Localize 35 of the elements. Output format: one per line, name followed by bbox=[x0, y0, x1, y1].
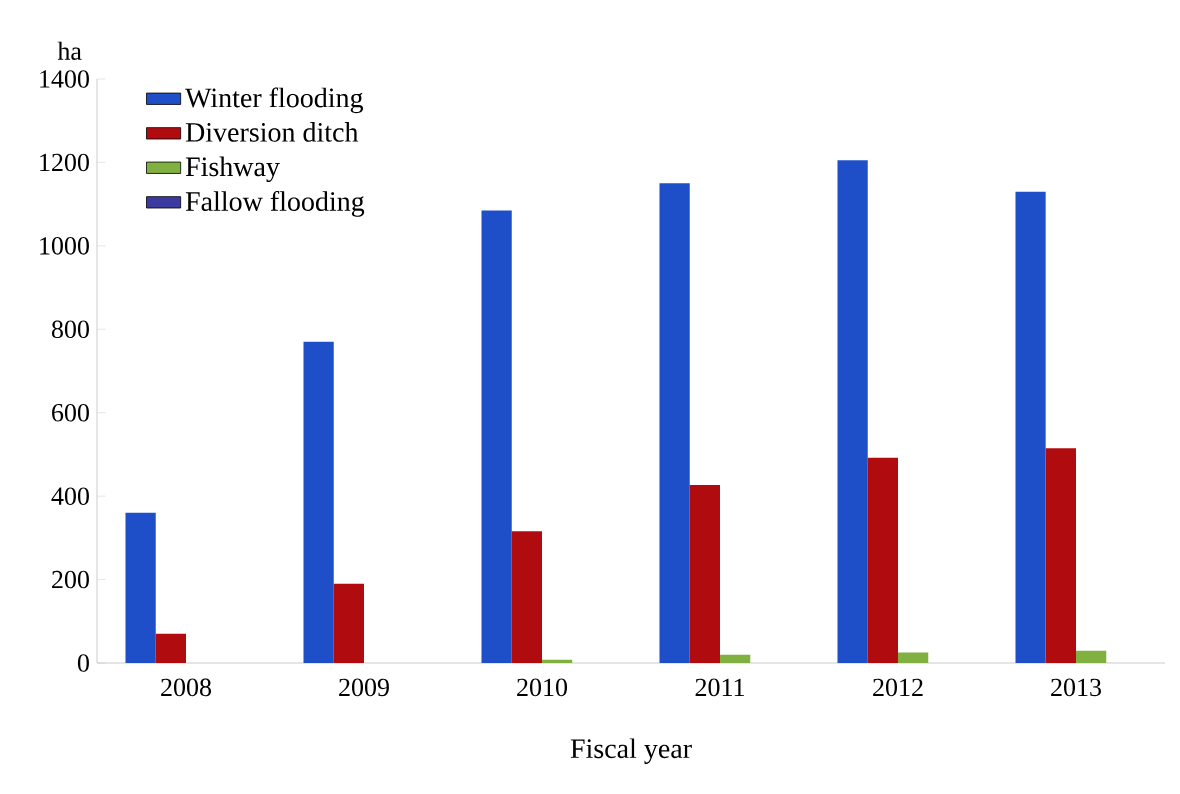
bar bbox=[898, 652, 929, 663]
bar bbox=[155, 633, 186, 663]
y-tick-label: 600 bbox=[52, 403, 89, 422]
legend-label: Fishway bbox=[185, 156, 280, 183]
bar bbox=[303, 341, 334, 663]
bar bbox=[689, 484, 720, 663]
y-tick-label: 1400 bbox=[40, 70, 89, 88]
y-tick-label: 1000 bbox=[40, 237, 89, 255]
bar bbox=[125, 512, 156, 663]
x-tick-label: 2012 bbox=[873, 678, 923, 697]
bar bbox=[659, 183, 690, 663]
y-tick-label: 800 bbox=[51, 320, 89, 339]
bar bbox=[511, 531, 543, 663]
bar bbox=[867, 457, 898, 663]
legend-label: Fallow flooding bbox=[185, 190, 365, 217]
x-axis-title: Fiscal year bbox=[570, 738, 692, 764]
y-tick-label: 1200 bbox=[40, 153, 89, 172]
bar bbox=[1076, 650, 1107, 663]
x-tick-label: 2009 bbox=[339, 678, 389, 697]
bar bbox=[481, 210, 512, 663]
bar bbox=[1045, 448, 1076, 663]
bar bbox=[837, 160, 868, 663]
legend-label: Diversion ditch bbox=[185, 122, 359, 142]
legend-label: Winter flooding bbox=[185, 87, 364, 114]
bar bbox=[1015, 191, 1046, 663]
y-tick-label: 200 bbox=[52, 570, 89, 589]
bar bbox=[720, 654, 751, 663]
x-tick-label: 2013 bbox=[1051, 678, 1101, 697]
y-axis-title: ha bbox=[57, 41, 82, 60]
x-tick-label: 2008 bbox=[161, 678, 212, 697]
x-tick-label: 2010 bbox=[517, 678, 568, 697]
y-tick-label: 0 bbox=[77, 654, 89, 672]
bar bbox=[333, 583, 364, 663]
y-tick-label: 400 bbox=[51, 487, 89, 505]
x-tick-label: 2011 bbox=[695, 678, 744, 697]
